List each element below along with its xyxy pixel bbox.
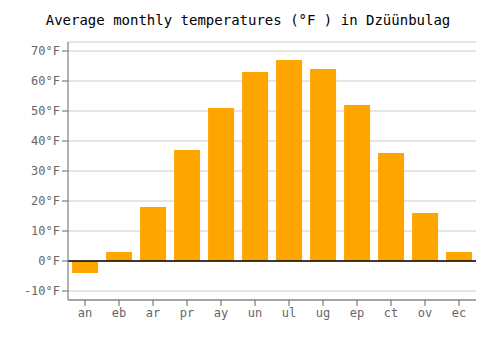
svg-text:pr: pr bbox=[180, 306, 194, 320]
svg-text:ct: ct bbox=[384, 306, 398, 320]
svg-text:50°F: 50°F bbox=[31, 104, 60, 118]
svg-text:eb: eb bbox=[112, 306, 126, 320]
svg-text:an: an bbox=[78, 306, 92, 320]
svg-text:ov: ov bbox=[418, 306, 432, 320]
svg-text:60°F: 60°F bbox=[31, 74, 60, 88]
svg-text:30°F: 30°F bbox=[31, 164, 60, 178]
svg-text:ul: ul bbox=[282, 306, 296, 320]
svg-text:ep: ep bbox=[350, 306, 364, 320]
svg-text:-10°F: -10°F bbox=[24, 284, 60, 298]
svg-text:20°F: 20°F bbox=[31, 194, 60, 208]
svg-text:un: un bbox=[248, 306, 262, 320]
svg-text:40°F: 40°F bbox=[31, 134, 60, 148]
svg-text:ay: ay bbox=[214, 306, 228, 320]
svg-text:10°F: 10°F bbox=[31, 224, 60, 238]
svg-text:ec: ec bbox=[452, 306, 466, 320]
html-text:Average monthly temperatures (: Average monthly temperatures (°F ) in Dz… bbox=[45, 12, 451, 28]
svg-text:ar: ar bbox=[146, 306, 160, 320]
svg-text:70°F: 70°F bbox=[31, 44, 60, 58]
svg-text:ug: ug bbox=[316, 306, 330, 320]
svg-text:0°F: 0°F bbox=[38, 254, 60, 268]
